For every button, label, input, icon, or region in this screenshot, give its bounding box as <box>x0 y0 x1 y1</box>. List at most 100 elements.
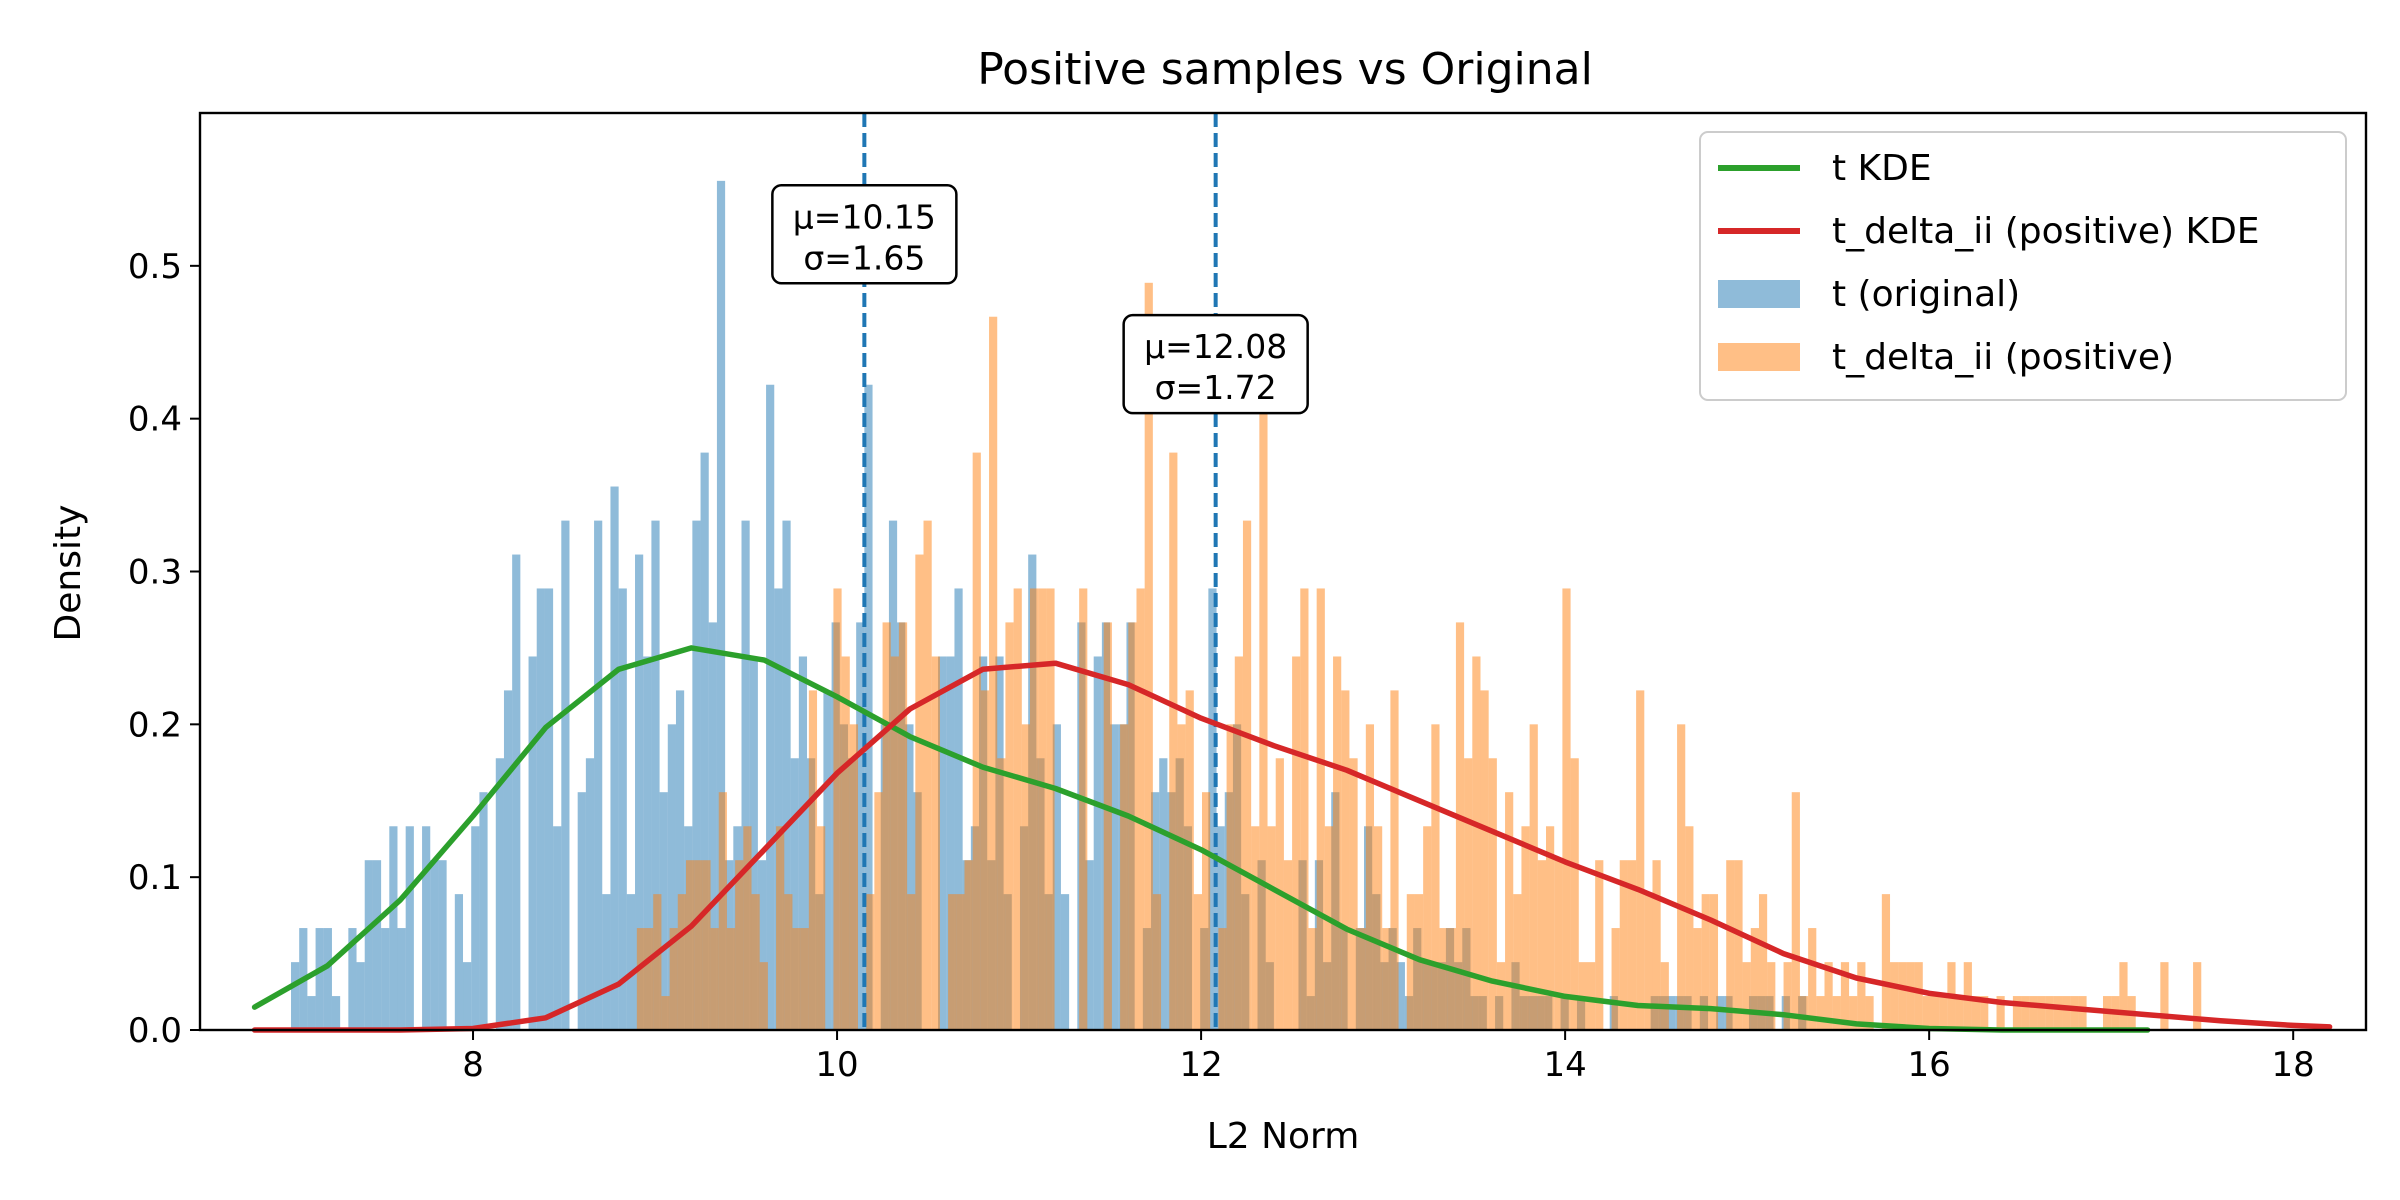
histogram-bar <box>972 452 981 1031</box>
kde-lines <box>251 645 2333 1033</box>
histogram-bar <box>348 928 357 1030</box>
histogram-bar <box>643 656 652 1030</box>
x-tick-label: 16 <box>1908 1045 1951 1085</box>
x-axis-ticks: 8 10 12 14 16 18 <box>462 1030 2315 1085</box>
histogram-bar <box>503 690 513 1030</box>
histogram-bar <box>1660 962 1669 1030</box>
histogram-bar <box>1038 588 1047 1030</box>
histogram-bar <box>946 656 955 1030</box>
histogram-bar <box>536 588 545 1030</box>
histogram-bar <box>1103 622 1112 1030</box>
histogram-bar <box>1767 962 1776 1030</box>
legend: t KDE t_delta_ii (positive) KDE t (origina… <box>1699 131 2347 401</box>
annotation-box <box>771 184 958 285</box>
histogram-bar <box>1085 860 1094 1030</box>
y-axis-ticks: 0.0 0.1 0.2 0.3 0.4 0.5 <box>128 247 200 1051</box>
histogram-bar <box>1234 656 1243 1030</box>
histogram-bar <box>669 928 678 1030</box>
histogram-bar <box>1980 996 1989 1030</box>
histogram-bar <box>808 690 818 1030</box>
histogram-bar <box>1922 996 1931 1030</box>
histogram-bar <box>954 588 963 1030</box>
annotation-1: μ=10.15σ=1.65 <box>771 184 958 285</box>
histogram-bar <box>716 180 726 1031</box>
histogram-bar <box>1177 724 1186 1030</box>
histogram-bar <box>2062 996 2071 1030</box>
histogram-bar <box>890 656 899 1030</box>
annotation-std-text: σ=1.72 <box>1155 368 1277 407</box>
histogram-bar <box>759 962 768 1030</box>
histogram-bar <box>1423 826 1432 1030</box>
histogram-bar <box>735 860 744 1030</box>
histogram-bar <box>2053 996 2063 1030</box>
histogram-bar <box>1406 894 1415 1030</box>
histogram-bar <box>2021 996 2030 1030</box>
histogram-bar <box>1030 588 1039 1030</box>
y-tick-label: 0.1 <box>128 858 182 898</box>
histogram-bar <box>1693 928 1702 1030</box>
histogram-bar <box>980 690 990 1030</box>
histogram-bar <box>1857 962 1866 1030</box>
histogram-bar <box>1521 826 1530 1030</box>
histogram-bar <box>1488 758 1497 1030</box>
chart-title: Positive samples vs Original <box>977 44 1593 95</box>
y-tick-label: 0.0 <box>128 1011 182 1051</box>
histogram-bar <box>2119 962 2128 1030</box>
histogram-bar <box>1013 588 1022 1030</box>
histogram-bar <box>561 520 570 1030</box>
histogram-bar <box>907 894 916 1030</box>
y-axis-label: Density <box>48 505 89 642</box>
histogram-bar <box>1716 996 1725 1030</box>
histogram-bar <box>1431 724 1440 1030</box>
histogram-bar <box>1046 588 1055 1030</box>
histogram-bar <box>1996 996 2005 1030</box>
histogram-bar <box>1382 928 1391 1030</box>
legend-patch-swatch <box>1718 343 1800 371</box>
x-tick-label: 10 <box>815 1045 858 1085</box>
histogram-bar <box>1611 928 1620 1030</box>
y-tick-label: 0.3 <box>128 553 182 593</box>
histogram-bar <box>997 758 1006 1030</box>
histogram-bar <box>667 724 676 1030</box>
histogram-bar <box>2045 996 2054 1030</box>
histogram-bar <box>626 894 636 1030</box>
histogram-bar <box>602 894 611 1030</box>
histogram-bar <box>585 758 595 1030</box>
histogram-bar <box>817 826 826 1030</box>
histogram-bar <box>866 894 875 1030</box>
histogram-bar <box>898 622 908 1030</box>
histogram-bar <box>1939 996 1948 1030</box>
annotation-mean-text: μ=10.15 <box>793 197 936 236</box>
histogram-bar <box>618 588 627 1030</box>
histogram-bar <box>2012 996 2022 1030</box>
histogram-bar <box>1464 758 1473 1030</box>
histogram-bar <box>1110 724 1119 1030</box>
histogram-bar <box>1595 860 1604 1030</box>
histogram-bar <box>856 622 865 1030</box>
histogram-bar <box>685 860 695 1030</box>
histogram-bar <box>2070 996 2079 1030</box>
histogram-bar <box>905 724 914 1030</box>
histogram-bar <box>1136 588 1145 1030</box>
histogram-bar <box>1816 996 1825 1030</box>
histogram-bar <box>915 554 924 1030</box>
histogram-bar <box>798 656 808 1030</box>
histogram-bar <box>1849 996 1858 1030</box>
histogram-bar <box>1808 928 1817 1030</box>
histogram-bar <box>1554 860 1563 1030</box>
histogram-bar <box>430 860 439 1030</box>
histogram-bar <box>989 316 998 1031</box>
histogram-bar <box>653 894 662 1030</box>
histogram-bar <box>1832 996 1841 1030</box>
histogram-bar <box>782 520 791 1030</box>
histogram-bar <box>700 452 709 1031</box>
y-tick-label: 0.4 <box>128 400 182 440</box>
histogram-bar <box>776 826 785 1030</box>
histogram-bar <box>1971 996 1981 1030</box>
histogram-bar <box>659 792 668 1030</box>
histogram-bar <box>790 758 799 1030</box>
legend-frame <box>1699 131 2347 401</box>
histogram-bar <box>1005 622 1014 1030</box>
histogram-bar <box>708 622 717 1030</box>
histogram-bar <box>1783 962 1792 1030</box>
